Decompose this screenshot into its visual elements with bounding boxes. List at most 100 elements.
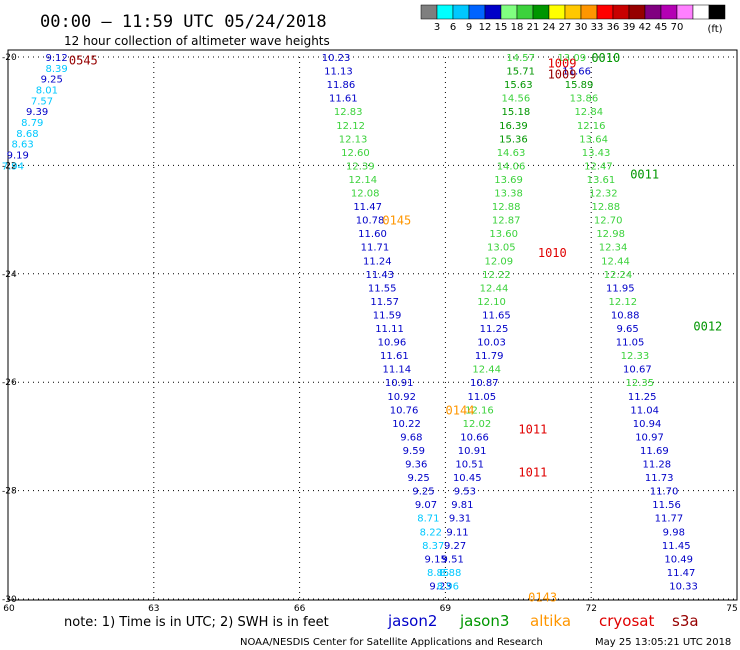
colorbar-swatch (660, 4, 678, 20)
swh-value: 12.44 (480, 283, 509, 294)
swh-value: 15.63 (504, 80, 533, 91)
pass-label: 0011 (630, 168, 659, 182)
swh-value: 11.77 (655, 514, 684, 525)
swh-value: 13.61 (587, 175, 616, 186)
colorbar-label: 36 (607, 22, 620, 33)
pass-label: 1011 (518, 422, 547, 436)
swh-value: 13.60 (489, 229, 518, 240)
pass-label: 0010 (591, 51, 620, 65)
swh-value: 9.15 (425, 554, 447, 565)
swh-value: 12.09 (485, 256, 514, 267)
colorbar-swatch (676, 4, 694, 20)
swh-value: 12.98 (596, 229, 625, 240)
colorbar-label: 9 (466, 22, 472, 33)
swh-value: 12.08 (351, 189, 380, 200)
swh-value: 9.98 (663, 527, 685, 538)
swh-value: 10.22 (392, 419, 421, 430)
swh-points: 9.128.399.258.017.579.398.798.688.639.19… (2, 53, 698, 592)
swh-value: 11.70 (650, 487, 679, 498)
x-tick-label: 60 (3, 604, 15, 614)
swh-value: 13.05 (487, 243, 516, 254)
colorbar-label: 12 (479, 22, 492, 33)
swh-value: 12.83 (334, 107, 363, 118)
swh-value: 8.96 (437, 581, 459, 592)
colorbar-swatch (420, 4, 438, 20)
swh-value: 12.44 (472, 365, 501, 376)
swh-value: 10.51 (455, 460, 484, 471)
grid (8, 56, 737, 600)
swh-value: 12.12 (608, 297, 637, 308)
swh-value: 9.36 (405, 460, 427, 471)
colorbar-swatch (612, 4, 630, 20)
note-text: note: 1) Time is in UTC; 2) SWH is in fe… (64, 615, 329, 630)
swh-value: 11.04 (630, 405, 659, 416)
swh-value: 10.66 (460, 432, 489, 443)
swh-value: 11.14 (382, 365, 411, 376)
colorbar-swatch (484, 4, 502, 20)
swh-value: 11.66 (562, 67, 591, 78)
swh-value: 10.92 (387, 392, 416, 403)
colorbar-label: 21 (527, 22, 540, 33)
x-tick-label: 66 (294, 604, 306, 614)
colorbar-swatch (436, 4, 454, 20)
swh-value: 12.88 (492, 202, 521, 213)
swh-value: 12.12 (336, 121, 365, 132)
swh-value: 9.19 (7, 151, 29, 162)
swh-value: 11.13 (324, 67, 353, 78)
colorbar-label: 3 (434, 22, 440, 33)
y-tick-label: -24 (2, 270, 17, 280)
swh-value: 14.63 (497, 148, 526, 159)
colorbar-label: 27 (559, 22, 572, 33)
swh-value: 11.25 (480, 324, 509, 335)
pass-label: 0145 (382, 214, 411, 228)
swh-value: 8.68 (16, 129, 38, 140)
swh-value: 8.01 (36, 86, 58, 97)
swh-value: 16.39 (499, 121, 528, 132)
colorbar-swatch (596, 4, 614, 20)
swh-value: 12.88 (591, 202, 620, 213)
swh-value: 12.10 (477, 297, 506, 308)
colorbar-label: 18 (511, 22, 524, 33)
swh-value: 11.24 (363, 256, 392, 267)
swh-value: 11.47 (353, 202, 382, 213)
colorbar-swatch (564, 4, 582, 20)
swh-value: 11.61 (380, 351, 409, 362)
swh-value: 15.71 (506, 67, 535, 78)
swh-value: 12.02 (463, 419, 492, 430)
colorbar-label: 45 (655, 22, 668, 33)
swh-value: 10.96 (378, 338, 407, 349)
swh-value: 9.68 (400, 432, 422, 443)
swh-value: 11.25 (628, 392, 657, 403)
swh-value: 12.34 (599, 243, 628, 254)
swh-value: 8.63 (11, 140, 33, 151)
swh-value: 8.39 (45, 64, 67, 75)
swh-value: 9.25 (412, 487, 434, 498)
color-scale-bar: 3 6 9 12 15 18 21 24 27 30 33 36 39 42 45 70 (420, 4, 726, 33)
swh-value: 8.79 (21, 118, 43, 129)
swh-value: 10.91 (458, 446, 487, 457)
chart-title: 00:00 – 11:59 UTC 05/24/2018 (40, 12, 327, 32)
swh-value: 8.22 (420, 527, 442, 538)
swh-value: 8.85 (427, 568, 449, 579)
legend-cryosat: cryosat (599, 612, 654, 630)
colorbar-swatch (516, 4, 534, 20)
swh-value: 7.57 (31, 96, 53, 107)
swh-value: 10.49 (664, 554, 693, 565)
swh-value: 9.07 (415, 500, 437, 511)
x-tick-label: 63 (148, 604, 159, 614)
swh-value: 8.88 (439, 568, 461, 579)
colorbar-swatch (452, 4, 470, 20)
colorbar-label: 70 (671, 22, 684, 33)
colorbar-swatch (644, 4, 662, 20)
swh-value: 12.47 (584, 161, 613, 172)
swh-value: 15.89 (565, 80, 594, 91)
swh-value: 11.69 (640, 446, 669, 457)
swh-value: 12.22 (482, 270, 511, 281)
swh-value: 12.16 (577, 121, 606, 132)
swh-value: 13.43 (582, 148, 611, 159)
pass-label: 0012 (693, 319, 722, 333)
swh-value: 9.27 (444, 541, 466, 552)
swh-value: 10.94 (633, 419, 662, 430)
swh-value: 10.78 (356, 216, 385, 227)
